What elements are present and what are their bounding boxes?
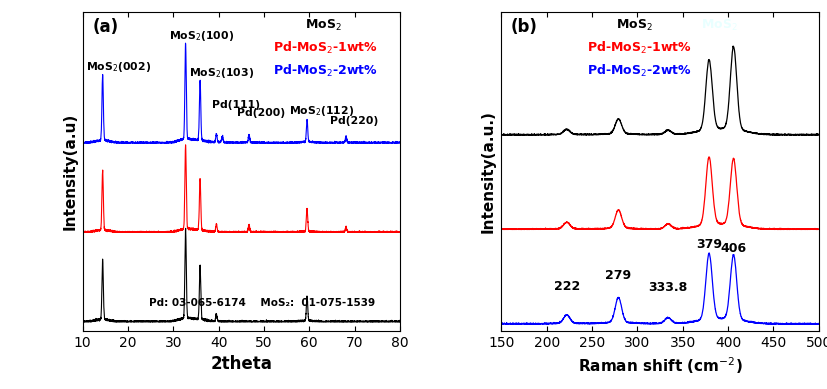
Text: Pd(220): Pd(220) [330,116,378,126]
Text: MoS$_2$: MoS$_2$ [701,18,739,33]
Text: 222: 222 [553,280,580,293]
Text: Pd-MoS$_2$-2wt%: Pd-MoS$_2$-2wt% [273,63,378,79]
Text: Pd: 03-065-6174    MoS₂:  01-075-1539: Pd: 03-065-6174 MoS₂: 01-075-1539 [150,298,375,308]
Text: MoS$_2$(100): MoS$_2$(100) [169,29,234,43]
Text: MoS$_2$: MoS$_2$ [615,18,653,33]
Text: Pd(111): Pd(111) [212,100,260,110]
Text: Pd(200): Pd(200) [237,108,285,118]
Text: MoS$_2$(103): MoS$_2$(103) [189,66,254,80]
X-axis label: 2theta: 2theta [210,355,272,373]
Text: Pd-MoS$_2$-2wt%: Pd-MoS$_2$-2wt% [587,63,692,79]
Text: 379: 379 [696,238,722,251]
Text: Pd-MoS$_2$-1wt%: Pd-MoS$_2$-1wt% [587,40,692,56]
Text: 406: 406 [720,242,747,255]
Y-axis label: Intensity(a.u.): Intensity(a.u.) [481,110,496,233]
Text: (b): (b) [511,18,538,36]
Text: (a): (a) [93,18,118,36]
X-axis label: Raman shift (cm$^{-2}$): Raman shift (cm$^{-2}$) [578,355,743,376]
Text: MoS$_2$: MoS$_2$ [305,18,342,33]
Text: 333.8: 333.8 [648,281,688,294]
Text: MoS$_2$(002): MoS$_2$(002) [86,60,151,74]
Text: Pd-MoS$_2$-1wt%: Pd-MoS$_2$-1wt% [273,40,378,56]
Text: MoS$_2$(112): MoS$_2$(112) [289,104,354,118]
Text: 279: 279 [605,269,632,282]
Y-axis label: Intensity(a.u): Intensity(a.u) [62,112,77,230]
